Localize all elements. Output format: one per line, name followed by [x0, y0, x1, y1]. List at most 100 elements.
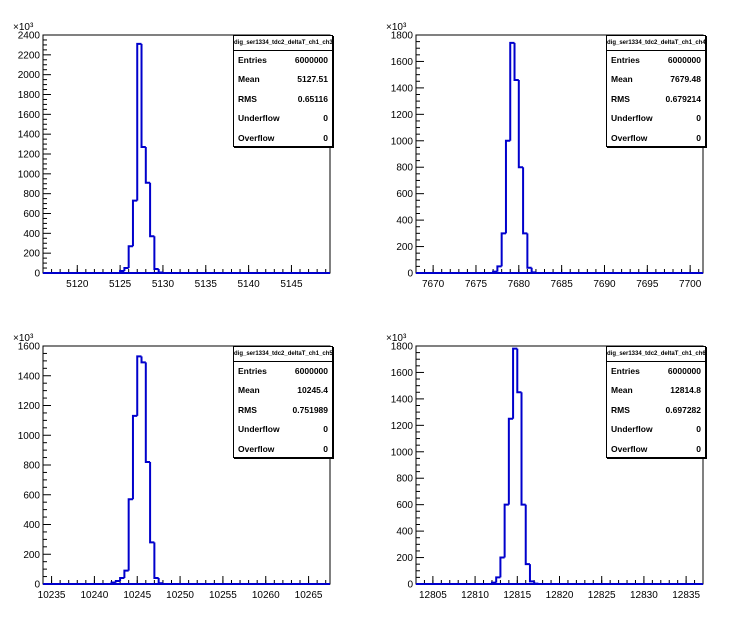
x-tick-label: 7690 — [593, 279, 616, 290]
stats-value: 10245.4 — [297, 385, 328, 396]
x-tick-label: 10245 — [123, 590, 151, 601]
stats-title: dig_ser1334_tdc2_deltaT_ch1_ch5 — [234, 347, 332, 362]
histogram-bin — [530, 267, 536, 274]
stats-label: Overflow — [238, 443, 275, 454]
histogram-bin — [127, 245, 133, 269]
stats-label: Entries — [611, 366, 640, 376]
stats-label: Overflow — [238, 132, 275, 143]
histogram-bin — [136, 42, 142, 201]
histogram-bin — [503, 503, 509, 558]
stats-row-rms: RMS 0.65116 — [234, 90, 332, 109]
histogram-bin — [509, 41, 515, 141]
y-tick-label: 1400 — [391, 83, 414, 94]
histogram-bin — [131, 414, 138, 500]
histogram-bin — [492, 270, 498, 273]
y-tick-label: 1800 — [18, 90, 41, 101]
histogram-bin — [520, 392, 526, 506]
y-tick-label: 2000 — [18, 70, 41, 81]
histogram-series-2 — [416, 41, 703, 274]
y-tick-label: 1400 — [18, 371, 41, 382]
histogram-bin — [123, 569, 129, 579]
x-tick-label: 7670 — [422, 279, 445, 290]
histogram-bin — [516, 348, 522, 394]
histogram-bin — [517, 79, 524, 169]
x-tick-label: 5120 — [66, 279, 89, 290]
x-tick-label: 7680 — [508, 279, 531, 290]
y-tick-label: 400 — [23, 229, 40, 240]
y-tick-label: 1000 — [391, 447, 414, 458]
histogram-pad-2: 7670 7675 7680 7685 7690 7695 7700 0 200 400 600 80… — [373, 0, 746, 311]
y-exponent-label: ×10³ — [386, 333, 407, 344]
stats-row-entries: Entries 6000000 — [234, 362, 332, 381]
y-tick-label: 800 — [23, 189, 40, 200]
y-tick-label: 1400 — [18, 130, 41, 141]
y-exponent-label: ×10³ — [386, 22, 407, 33]
stats-value: 0 — [696, 113, 701, 124]
stats-value: 0 — [696, 132, 701, 143]
histogram-bin — [499, 556, 505, 578]
stats-row-overflow: Overflow 0 — [234, 129, 332, 148]
y-tick-label: 800 — [396, 474, 413, 485]
y-tick-label: 1600 — [391, 368, 414, 379]
x-tick-label: 10240 — [80, 590, 108, 601]
y-tick-label: 0 — [407, 269, 413, 280]
y-tick-label: 200 — [23, 550, 40, 561]
stats-value: 5127.51 — [297, 74, 328, 85]
stats-value: 0 — [696, 443, 701, 454]
stats-value: 6000000 — [667, 55, 701, 65]
x-tick-label: 12835 — [672, 590, 700, 601]
stats-value: 0.679214 — [665, 93, 701, 104]
stats-label: Mean — [611, 385, 633, 396]
stats-label: Mean — [611, 74, 633, 85]
y-tick-label: 1800 — [391, 342, 414, 353]
stats-row-underflow: Underflow 0 — [607, 420, 705, 439]
stats-row-rms: RMS 0.751989 — [234, 401, 332, 420]
stats-row-mean: Mean 12814.8 — [607, 381, 705, 400]
histogram-pad-3: 10235 10240 10245 10250 10255 10260 10265 0 200 4… — [0, 311, 373, 622]
histogram-4-svg: 12805 12810 12815 12820 12825 12830 12835 0 200 4… — [386, 333, 704, 601]
histogram-series-3 — [43, 355, 330, 585]
histogram-bin — [490, 581, 497, 584]
y-tick-label: 200 — [396, 242, 413, 253]
stats-row-underflow: Underflow 0 — [607, 109, 705, 128]
x-tick-label: 10260 — [252, 590, 280, 601]
histogram-bin — [504, 139, 511, 234]
stats-box-3: dig_ser1334_tdc2_deltaT_ch1_ch5 Entries 6… — [233, 346, 333, 458]
histogram-bin — [110, 581, 116, 584]
histogram-bin — [149, 462, 155, 544]
histogram-bin — [153, 236, 159, 271]
histogram-bin — [136, 355, 142, 416]
stats-label: Underflow — [238, 424, 280, 435]
y-tick-label: 400 — [396, 216, 413, 227]
x-tick-label: 12805 — [419, 590, 447, 601]
histogram-bin — [123, 267, 129, 272]
stats-value: 0.65116 — [297, 93, 328, 104]
histogram-bin — [500, 232, 506, 267]
stats-label: Mean — [238, 74, 260, 85]
stats-value: 6000000 — [294, 366, 328, 376]
histogram-bin — [524, 504, 530, 566]
stats-row-underflow: Underflow 0 — [234, 109, 332, 128]
stats-box-1: dig_ser1334_tdc2_deltaT_ch1_ch3 Entries 6… — [233, 35, 333, 147]
stats-label: Underflow — [611, 424, 653, 435]
y-tick-label: 1200 — [391, 421, 414, 432]
y-tick-label: 1200 — [18, 150, 41, 161]
stats-value: 6000000 — [294, 55, 328, 65]
stats-row-entries: Entries 6000000 — [607, 362, 705, 381]
stats-row-entries: Entries 6000000 — [607, 51, 705, 70]
stats-value: 0 — [323, 132, 328, 143]
x-tick-label: 5140 — [237, 279, 260, 290]
y-exponent-label: ×10³ — [13, 333, 34, 344]
stats-row-overflow: Overflow 0 — [234, 440, 332, 459]
stats-title: dig_ser1334_tdc2_deltaT_ch1_ch3 — [234, 36, 332, 51]
y-exponent-label: ×10³ — [13, 22, 34, 33]
stats-value: 0.697282 — [665, 404, 701, 415]
stats-label: Entries — [238, 55, 267, 65]
histogram-bin — [119, 270, 125, 273]
x-tick-label: 10235 — [38, 590, 66, 601]
stats-value: 0 — [323, 113, 328, 124]
stats-row-overflow: Overflow 0 — [607, 440, 705, 459]
y-tick-label: 1600 — [18, 342, 41, 353]
y-tick-label: 600 — [396, 189, 413, 200]
y-tick-label: 400 — [396, 527, 413, 538]
